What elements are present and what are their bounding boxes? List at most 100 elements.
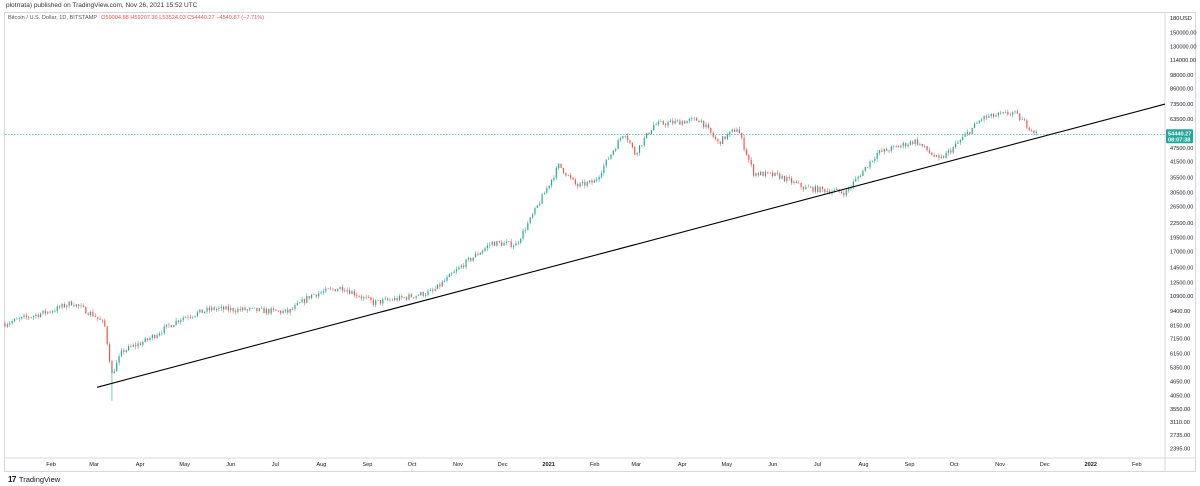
candle-body bbox=[548, 185, 550, 189]
candle-body bbox=[954, 143, 957, 148]
candle-body bbox=[546, 188, 548, 194]
x-tick-label: Oct bbox=[950, 462, 959, 468]
candle-body bbox=[774, 172, 776, 177]
candle-body bbox=[503, 242, 505, 246]
candle-body bbox=[717, 139, 719, 142]
candle-body bbox=[629, 140, 631, 144]
candle-body bbox=[120, 350, 123, 357]
candle-body bbox=[619, 138, 622, 141]
candle-body bbox=[356, 295, 358, 296]
candle-body bbox=[444, 280, 446, 282]
candle-body bbox=[177, 320, 180, 322]
candle-body bbox=[679, 120, 681, 125]
candle-body bbox=[883, 148, 885, 152]
candle-body bbox=[501, 242, 503, 246]
candle-body bbox=[220, 306, 222, 309]
candle-body bbox=[42, 310, 44, 314]
x-tick-label: Aug bbox=[316, 462, 326, 468]
candle-body bbox=[631, 143, 633, 148]
candle-body bbox=[367, 297, 370, 298]
y-tick-label: 4050.00 bbox=[1170, 394, 1190, 400]
tradingview-footer[interactable]: 17 TradingView bbox=[8, 474, 60, 486]
y-unit-label: USD bbox=[1180, 16, 1192, 22]
candle-body bbox=[125, 350, 127, 353]
candle-body bbox=[1021, 119, 1023, 121]
candle-body bbox=[931, 152, 933, 155]
y-tick-label: 10900.00 bbox=[1170, 294, 1193, 300]
candle-body bbox=[139, 343, 142, 345]
candle-body bbox=[622, 136, 624, 139]
candle-body bbox=[389, 299, 391, 301]
candle-body bbox=[867, 166, 869, 168]
candle-body bbox=[82, 305, 85, 307]
candle-body bbox=[907, 144, 909, 147]
last-price-countdown: 08:07:38 bbox=[1168, 137, 1190, 143]
publish-info: plotrrata) published on TradingView.com,… bbox=[6, 2, 198, 9]
candle-body bbox=[282, 310, 284, 314]
y-tick-label: 30500.00 bbox=[1170, 191, 1193, 197]
candle-body bbox=[617, 140, 619, 149]
candle-body bbox=[928, 150, 931, 153]
candle-body bbox=[280, 310, 282, 314]
candle-body bbox=[695, 118, 698, 121]
candle-body bbox=[484, 248, 486, 251]
candle-body bbox=[995, 115, 997, 117]
candle-body bbox=[843, 192, 845, 196]
candle-body bbox=[905, 143, 907, 147]
x-tick-label: Dec bbox=[498, 462, 508, 468]
candle-body bbox=[876, 153, 878, 159]
y-tick-label: 150000.00 bbox=[1170, 30, 1196, 36]
candle-body bbox=[586, 182, 588, 186]
candle-body bbox=[146, 338, 149, 340]
candle-body bbox=[805, 186, 807, 190]
candle-body bbox=[30, 317, 32, 318]
candle-body bbox=[474, 253, 477, 258]
candle-body bbox=[745, 149, 748, 155]
y-tick-label: 114000.00 bbox=[1170, 58, 1196, 64]
candle-body bbox=[51, 311, 54, 313]
candle-body bbox=[710, 127, 712, 133]
candle-body bbox=[351, 291, 353, 294]
x-tick-label: Nov bbox=[995, 462, 1005, 468]
candle-body bbox=[337, 289, 339, 292]
candle-body bbox=[168, 324, 170, 326]
candle-body bbox=[66, 305, 68, 308]
candle-body bbox=[814, 186, 816, 192]
candle-body bbox=[413, 297, 415, 298]
candle-body bbox=[106, 326, 108, 345]
candle-body bbox=[21, 316, 23, 319]
candle-body bbox=[926, 145, 928, 151]
candle-body bbox=[636, 152, 638, 155]
candle-body bbox=[460, 265, 462, 268]
y-tick-label: 19500.00 bbox=[1170, 236, 1193, 242]
candle-body bbox=[496, 241, 498, 246]
candle-body bbox=[859, 176, 862, 177]
candle-body bbox=[560, 163, 562, 168]
candle-body bbox=[429, 289, 431, 292]
y-tick-label: 3550.00 bbox=[1170, 407, 1190, 413]
x-tick-label: Sep bbox=[362, 462, 372, 468]
candle-body bbox=[612, 150, 614, 155]
candle-body bbox=[748, 154, 750, 160]
candle-body bbox=[565, 173, 567, 176]
candle-body bbox=[543, 193, 546, 195]
candle-body bbox=[676, 120, 679, 121]
candle-body bbox=[73, 305, 75, 307]
x-tick-label: Feb bbox=[46, 462, 56, 468]
candle-body bbox=[886, 148, 888, 151]
candle-body bbox=[572, 177, 574, 180]
candle-body bbox=[536, 205, 538, 209]
candle-body bbox=[935, 155, 938, 157]
candle-body bbox=[562, 167, 565, 174]
y-tick-label: 47500.00 bbox=[1170, 146, 1193, 152]
candle-body bbox=[686, 120, 688, 124]
x-tick-label: Jul bbox=[272, 462, 279, 468]
candle-body bbox=[127, 346, 130, 351]
candle-body bbox=[334, 289, 336, 292]
candle-body bbox=[615, 148, 617, 151]
candle-body bbox=[156, 335, 158, 338]
candle-body bbox=[646, 133, 648, 139]
candle-body bbox=[726, 134, 729, 140]
candle-body bbox=[239, 308, 241, 311]
